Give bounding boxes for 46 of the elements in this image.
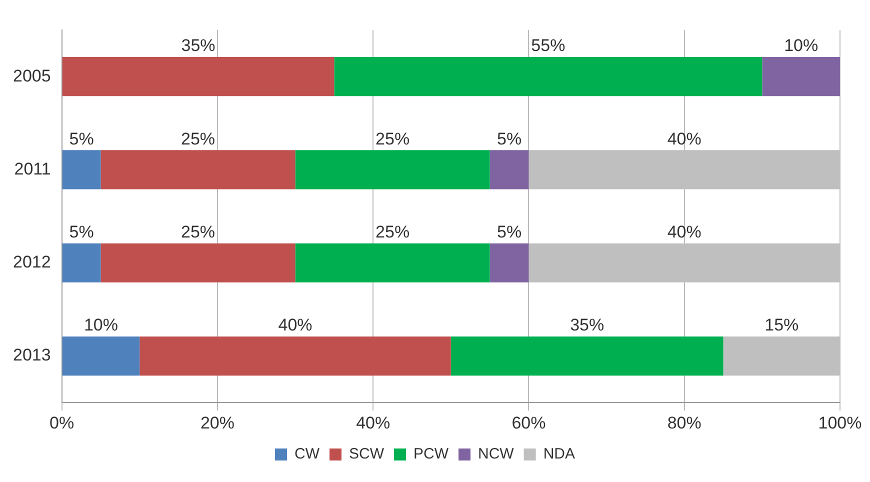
data-label: 40% — [278, 316, 312, 335]
data-label: 10% — [84, 316, 118, 335]
data-label: 35% — [570, 316, 604, 335]
legend-label: NCW — [478, 446, 515, 463]
bar — [62, 57, 334, 96]
bar — [762, 57, 840, 96]
y-tick-label: 2011 — [14, 159, 51, 178]
y-tick-label: 2013 — [12, 346, 51, 365]
data-label: 25% — [376, 129, 410, 148]
y-tick-label: 2005 — [12, 66, 51, 86]
x-tick-label: 100% — [818, 413, 862, 432]
bar — [334, 57, 762, 96]
x-tick-label: 60% — [512, 413, 546, 432]
x-tick-label: 0% — [50, 413, 74, 432]
bar — [140, 336, 451, 376]
y-tick-label: 2012 — [12, 252, 51, 272]
bar — [100, 150, 296, 190]
bar — [490, 150, 529, 190]
data-label: 40% — [667, 222, 702, 242]
bar — [295, 243, 490, 282]
data-label: 5% — [69, 129, 94, 148]
data-label: 35% — [181, 36, 216, 56]
bar — [450, 336, 724, 376]
x-tick-label: 20% — [200, 413, 234, 432]
legend-label: SCW — [349, 446, 385, 463]
bar — [295, 150, 490, 190]
data-label: 25% — [180, 222, 216, 242]
data-label: 5% — [496, 129, 522, 148]
data-label: 25% — [376, 222, 410, 242]
data-label: 55% — [531, 36, 566, 56]
bar — [490, 243, 529, 282]
data-label: 40% — [667, 129, 702, 148]
data-label: 15% — [764, 316, 799, 335]
data-label: 5% — [496, 222, 522, 242]
legend-label: NDA — [543, 446, 575, 463]
legend-label: PCW — [414, 446, 450, 463]
bar — [62, 150, 101, 190]
data-label: 10% — [784, 36, 818, 56]
x-tick-label: 80% — [667, 413, 702, 432]
x-tick-label: 40% — [356, 413, 390, 432]
bar — [62, 336, 140, 376]
legend-label: CW — [294, 446, 320, 463]
data-label: 5% — [69, 222, 94, 242]
bar — [62, 243, 101, 282]
data-label: 25% — [180, 129, 216, 148]
bar — [100, 243, 296, 282]
